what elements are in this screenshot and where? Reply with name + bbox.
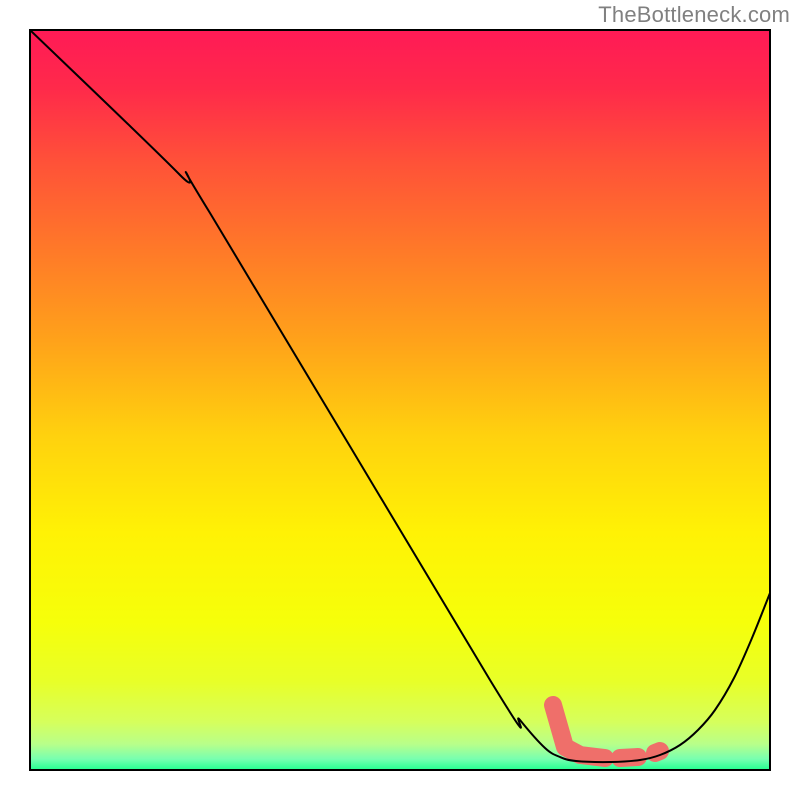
chart-container: TheBottleneck.com bbox=[0, 0, 800, 800]
watermark-text: TheBottleneck.com bbox=[598, 2, 790, 28]
bottleneck-chart bbox=[0, 0, 800, 800]
gradient-background bbox=[30, 30, 770, 770]
